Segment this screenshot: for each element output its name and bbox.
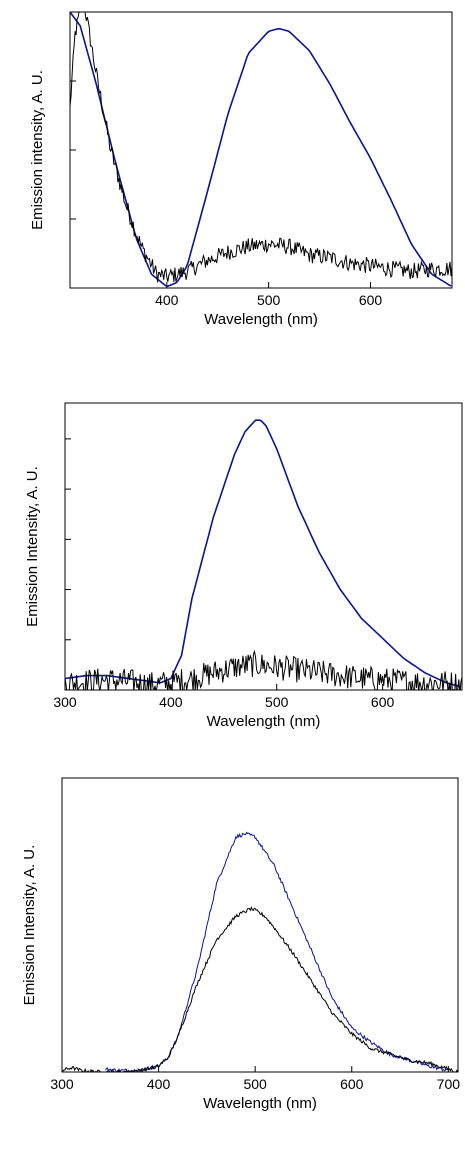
y-axis-label: Emission intensity, A. U. (29, 70, 46, 230)
x-tick-label: 400 (155, 292, 179, 308)
chart-3: 300 400 500 600 700 Wavelength (nm) Emission I… (21, 777, 461, 1112)
x-tick-label: 600 (371, 694, 395, 710)
series-line-black (65, 649, 462, 690)
y-axis-label: Emission Intensity, A. U. (21, 845, 38, 1006)
x-tick-label: 500 (265, 694, 289, 710)
plot-frame (61, 777, 459, 1073)
chart-1: 400 500 600 Wavelength (nm) Emission intensi… (29, 11, 453, 328)
series-line-black (70, 12, 452, 283)
x-axis-label: Wavelength (nm) (204, 311, 318, 328)
x-tick-label: 300 (53, 694, 77, 710)
chart-2: 300 400 500 600 Wavelength (nm) Emission Inte… (24, 402, 463, 730)
series-line-blue (105, 831, 449, 1072)
x-axis-label: Wavelength (nm) (207, 713, 321, 730)
x-tick-label: 500 (257, 292, 281, 308)
x-tick-label: 400 (147, 1076, 171, 1092)
x-axis-label: Wavelength (nm) (203, 1095, 317, 1112)
series-line-blue (65, 419, 462, 688)
plot-frame (64, 402, 463, 691)
x-tick-label: 400 (159, 694, 183, 710)
x-tick-label: 300 (50, 1076, 74, 1092)
series-line-black (62, 905, 458, 1072)
x-tick-label: 600 (359, 292, 383, 308)
x-tick-label: 600 (340, 1076, 364, 1092)
x-tick-label: 700 (437, 1076, 461, 1092)
plot-frame (69, 11, 453, 289)
y-axis-label: Emission Intensity, A. U. (24, 466, 41, 627)
x-tick-label: 500 (243, 1076, 267, 1092)
